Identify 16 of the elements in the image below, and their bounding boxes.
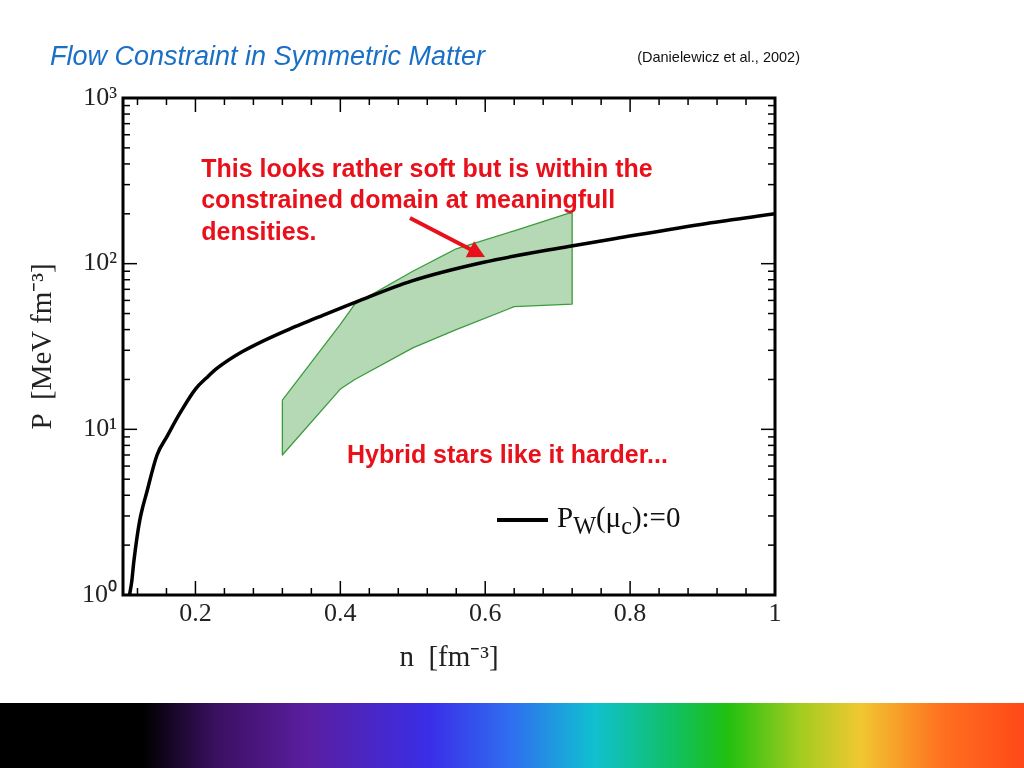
x-tick-label: 0.2 [179, 598, 212, 628]
x-tick-label: 1 [768, 598, 782, 628]
x-axis-title: n [fm⁻³] [399, 640, 499, 673]
y-axis-title: P [MeV fm⁻³] [25, 263, 58, 430]
annotation: This looks rather soft but is within the constrained domain at meaningfull densities. [201, 152, 654, 247]
x-tick-label: 0.8 [613, 598, 647, 628]
text: (Danielewicz et al., 2002) [637, 48, 800, 66]
chart-title: Flow Constraint in Symmetric Matter [50, 40, 486, 72]
y-tick-label: 10² [83, 247, 118, 277]
y-tick-label: 10¹ [83, 413, 117, 443]
annotation: Hybrid stars like it harder... [347, 439, 668, 470]
legend-label: P$_{W}$(μ$_{c}$):=0 [557, 501, 681, 540]
y-tick-label: 10⁰ [82, 578, 117, 608]
x-tick-label: 0.4 [324, 598, 357, 628]
x-tick-label: 0.6 [468, 598, 502, 628]
y-tick-label: 10³ [83, 81, 118, 111]
